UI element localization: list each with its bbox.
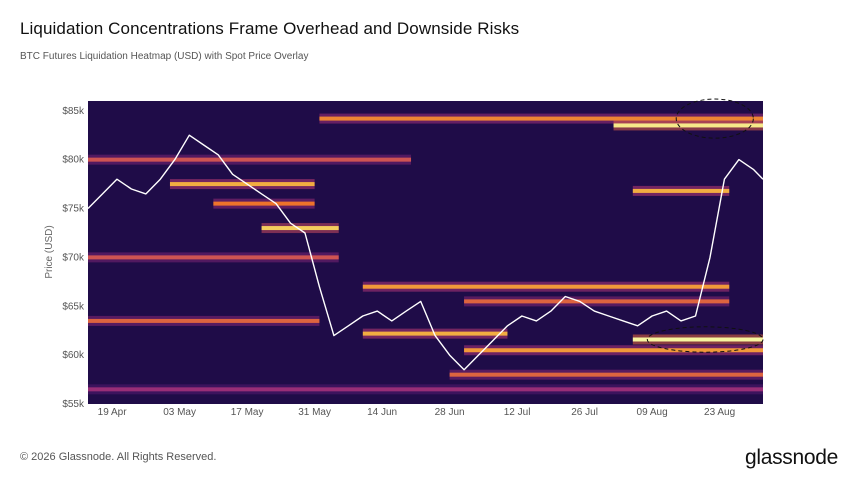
liquidation-band-8 xyxy=(362,284,730,289)
liquidation-band-10 xyxy=(88,318,320,323)
liquidation-band-0 xyxy=(319,116,763,121)
x-tick-label: 12 Jul xyxy=(504,407,531,418)
y-tick-label: $70k xyxy=(62,252,85,263)
liquidation-band-7 xyxy=(88,255,339,260)
y-tick-label: $85k xyxy=(62,106,85,117)
liquidation-band-11 xyxy=(362,331,508,336)
x-tick-label: 26 Jul xyxy=(571,407,598,418)
liquidation-band-9 xyxy=(464,299,730,304)
liquidation-band-13 xyxy=(464,348,763,353)
liquidation-band-5 xyxy=(213,201,315,206)
liquidation-band-3 xyxy=(169,182,315,187)
y-axis-label: Price (USD) xyxy=(44,225,55,278)
liquidation-band-1 xyxy=(613,123,763,128)
y-tick-label: $60k xyxy=(62,350,85,361)
page-subtitle: BTC Futures Liquidation Heatmap (USD) wi… xyxy=(20,51,309,62)
y-tick-label: $80k xyxy=(62,155,85,166)
page-title: Liquidation Concentrations Frame Overhea… xyxy=(20,19,520,38)
x-tick-label: 14 Jun xyxy=(367,407,397,418)
x-tick-label: 09 Aug xyxy=(637,407,668,418)
liquidation-band-2 xyxy=(88,157,412,162)
brand-logo: glassnode xyxy=(744,446,838,469)
y-tick-label: $75k xyxy=(62,204,85,215)
highlight-ellipse-1 xyxy=(646,326,764,353)
liquidation-band-6 xyxy=(261,226,339,231)
x-tick-label: 23 Aug xyxy=(704,407,735,418)
highlight-ellipse-0 xyxy=(675,98,754,139)
liquidation-band-15 xyxy=(88,387,763,392)
liquidation-band-14 xyxy=(449,372,763,377)
x-tick-label: 03 May xyxy=(163,407,196,418)
x-tick-label: 19 Apr xyxy=(98,407,128,418)
x-tick-label: 28 Jun xyxy=(435,407,465,418)
liquidation-band-12 xyxy=(632,337,763,342)
spot-price-line xyxy=(88,134,763,371)
liquidation-band-4 xyxy=(632,188,730,193)
copyright-text: © 2026 Glassnode. All Rights Reserved. xyxy=(20,451,217,463)
y-tick-label: $55k xyxy=(62,399,85,410)
y-tick-label: $65k xyxy=(62,301,85,312)
x-tick-label: 17 May xyxy=(231,407,264,418)
x-tick-label: 31 May xyxy=(298,407,331,418)
